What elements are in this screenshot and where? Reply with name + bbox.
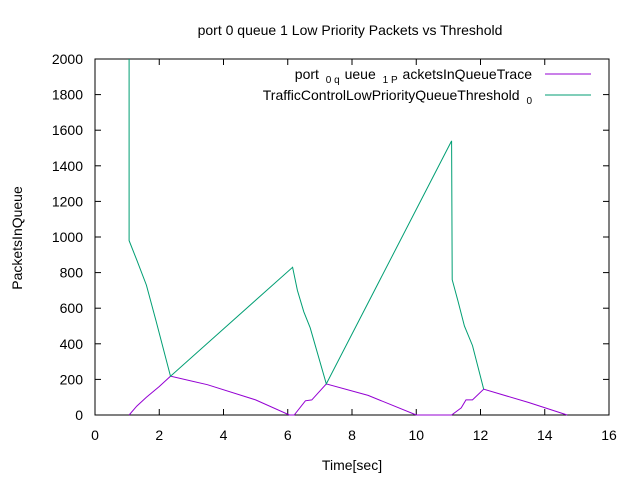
- x-tick-label: 2: [155, 427, 163, 443]
- y-tick-label: 800: [60, 265, 84, 281]
- y-tick-label: 1200: [52, 193, 83, 209]
- legend: port 0 q ueue 1 P acketsInQueueTrace Tra…: [263, 66, 591, 107]
- y-tick-label: 1400: [52, 158, 83, 174]
- legend-entry-threshold: TrafficControlLowPriorityQueueThreshold …: [263, 87, 591, 107]
- y-axis-label: PacketsInQueue: [9, 186, 25, 290]
- series-line-queue-trace: [128, 375, 568, 416]
- legend-part-3: ueue: [345, 66, 376, 82]
- x-tick-label: 0: [91, 427, 99, 443]
- series-line-threshold: [128, 59, 485, 390]
- axis-ticks: 0 2 4 6 8 10 12 14 16 0 200 400 600 800 1000 1200 1400 16…: [52, 51, 617, 443]
- legend-part-4: 1 P: [383, 75, 398, 86]
- y-tick-label: 1600: [52, 122, 83, 138]
- legend-part-2: 0 q: [326, 75, 340, 86]
- x-tick-label: 12: [473, 427, 489, 443]
- x-tick-label: 10: [408, 427, 424, 443]
- legend-entry-queue-trace: port 0 q ueue 1 P acketsInQueueTrace: [295, 66, 591, 86]
- plot-frame: [94, 58, 610, 416]
- y-tick-label: 0: [75, 407, 83, 423]
- x-axis-label: Time[sec]: [322, 457, 382, 473]
- legend-part-5: acketsInQueueTrace: [403, 66, 533, 82]
- x-tick-label: 6: [284, 427, 292, 443]
- x-tick-label: 8: [348, 427, 356, 443]
- legend-part-2: 0: [526, 96, 532, 107]
- legend-part-1: port: [295, 66, 319, 82]
- y-tick-label: 1000: [52, 229, 83, 245]
- y-tick-label: 2000: [52, 51, 83, 67]
- y-tick-label: 400: [60, 336, 84, 352]
- y-tick-label: 200: [60, 371, 84, 387]
- x-tick-label: 16: [601, 427, 617, 443]
- chart-title: port 0 queue 1 Low Priority Packets vs T…: [198, 22, 503, 38]
- x-tick-label: 4: [220, 427, 228, 443]
- legend-label-threshold: TrafficControlLowPriorityQueueThreshold …: [263, 87, 533, 107]
- y-tick-label: 600: [60, 300, 84, 316]
- y-tick-label: 1800: [52, 87, 83, 103]
- x-tick-label: 14: [537, 427, 553, 443]
- legend-label-queue-trace: port 0 q ueue 1 P acketsInQueueTrace: [295, 66, 532, 86]
- legend-part-1: TrafficControlLowPriorityQueueThreshold: [263, 87, 520, 103]
- series-lines: [128, 59, 568, 416]
